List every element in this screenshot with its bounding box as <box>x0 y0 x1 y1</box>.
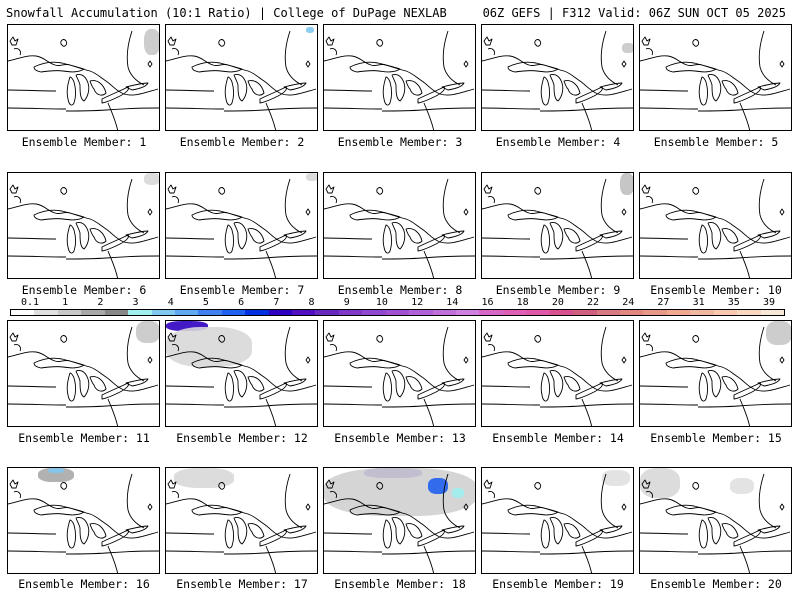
legend-tick-label: 5 <box>202 297 209 308</box>
ensemble-member-label: Ensemble Member: 6 <box>21 283 147 297</box>
legend-tick-label: 3 <box>132 297 139 308</box>
legend-color-swatch <box>221 310 246 315</box>
legend-color-swatch <box>128 310 152 315</box>
legend-color-swatch <box>456 310 480 315</box>
ensemble-member-label: Ensemble Member: 10 <box>650 283 782 297</box>
legend-color-swatch <box>174 310 199 315</box>
ensemble-member-map <box>323 172 476 279</box>
ensemble-member-map <box>165 24 318 131</box>
legend-tick-label: 18 <box>516 297 529 308</box>
legend-tick-label: 8 <box>308 297 315 308</box>
ensemble-member-label: Ensemble Member: 1 <box>21 135 147 149</box>
legend-color-swatch <box>690 310 714 315</box>
ensemble-member-label: Ensemble Member: 8 <box>337 283 463 297</box>
ensemble-member-label: Ensemble Member: 14 <box>492 431 624 445</box>
legend-color-swatch <box>573 310 597 315</box>
legend-color-swatch <box>315 310 339 315</box>
legend-color-swatch <box>245 310 269 315</box>
legend-color-swatch <box>760 310 784 315</box>
legend-tick-label: 27 <box>657 297 670 308</box>
legend-tick-label: 4 <box>167 297 174 308</box>
legend-color-swatch <box>362 310 386 315</box>
ensemble-member-label: Ensemble Member: 5 <box>653 135 779 149</box>
ensemble-member-label: Ensemble Member: 13 <box>334 431 466 445</box>
ensemble-member-map <box>165 320 318 427</box>
ensemble-member-label: Ensemble Member: 11 <box>18 431 150 445</box>
ensemble-member-map <box>7 320 160 427</box>
ensemble-member-map <box>7 24 160 131</box>
legend-color-swatch <box>502 310 527 315</box>
legend-tick-label: 1 <box>62 297 69 308</box>
ensemble-member-label: Ensemble Member: 2 <box>179 135 305 149</box>
legend-color-swatch <box>666 310 691 315</box>
legend-color-swatch <box>713 310 738 315</box>
legend-color-swatch <box>549 310 574 315</box>
legend-color-swatch <box>619 310 644 315</box>
legend-tick-label: 10 <box>375 297 388 308</box>
legend-tick-label: 2 <box>97 297 104 308</box>
ensemble-member-map <box>7 467 160 574</box>
legend-color-swatch <box>479 310 503 315</box>
ensemble-member-map <box>639 24 792 131</box>
legend-color-swatch <box>338 310 363 315</box>
legend-tick-label: 0.1 <box>20 297 40 308</box>
legend-color-swatch <box>596 310 620 315</box>
run-valid-time: 06Z GEFS | F312 Valid: 06Z SUN OCT 05 20… <box>482 6 786 20</box>
legend-color-swatch <box>526 310 550 315</box>
ensemble-member-map <box>481 172 634 279</box>
legend-tick-label: 35 <box>727 297 740 308</box>
ensemble-member-label: Ensemble Member: 4 <box>495 135 621 149</box>
ensemble-member-label: Ensemble Member: 12 <box>176 431 308 445</box>
legend-color-swatch <box>11 310 35 315</box>
ensemble-member-label: Ensemble Member: 20 <box>650 577 782 591</box>
legend-tick-label: 16 <box>481 297 494 308</box>
legend-color-swatch <box>385 310 410 315</box>
ensemble-member-label: Ensemble Member: 16 <box>18 577 150 591</box>
ensemble-member-label: Ensemble Member: 7 <box>179 283 305 297</box>
ensemble-member-label: Ensemble Member: 9 <box>495 283 621 297</box>
ensemble-member-map <box>323 320 476 427</box>
legend-tick-label: 20 <box>551 297 564 308</box>
ensemble-member-label: Ensemble Member: 17 <box>176 577 308 591</box>
legend-color-swatch <box>643 310 667 315</box>
ensemble-member-map <box>7 172 160 279</box>
legend-tick-label: 7 <box>273 297 280 308</box>
ensemble-member-map <box>323 24 476 131</box>
legend-color-swatch <box>34 310 58 315</box>
ensemble-member-map <box>481 467 634 574</box>
ensemble-member-map <box>323 467 476 574</box>
legend-color-swatch <box>104 310 129 315</box>
legend-color-swatch <box>409 310 433 315</box>
legend-tick-label: 14 <box>446 297 459 308</box>
ensemble-member-label: Ensemble Member: 3 <box>337 135 463 149</box>
ensemble-member-label: Ensemble Member: 18 <box>334 577 466 591</box>
legend-tick-label: 24 <box>622 297 635 308</box>
chart-title: Snowfall Accumulation (10:1 Ratio) | Col… <box>6 6 447 20</box>
ensemble-member-map <box>165 467 318 574</box>
ensemble-member-map <box>639 467 792 574</box>
legend-color-swatch <box>198 310 222 315</box>
ensemble-member-label: Ensemble Member: 19 <box>492 577 624 591</box>
ensemble-member-map <box>639 172 792 279</box>
legend-color-swatch <box>268 310 293 315</box>
legend-tick-label: 12 <box>411 297 424 308</box>
legend-color-swatch <box>737 310 761 315</box>
legend-color-swatch <box>57 310 82 315</box>
legend-tick-label: 6 <box>238 297 245 308</box>
ensemble-member-map <box>481 320 634 427</box>
legend-color-swatch <box>292 310 316 315</box>
legend-color-swatch <box>432 310 457 315</box>
ensemble-member-map <box>481 24 634 131</box>
legend-color-swatch <box>151 310 175 315</box>
snowfall-color-scale <box>10 309 785 316</box>
legend-tick-label: 31 <box>692 297 705 308</box>
ensemble-member-map <box>165 172 318 279</box>
legend-tick-label: 22 <box>587 297 600 308</box>
ensemble-member-map <box>639 320 792 427</box>
legend-tick-label: 9 <box>343 297 350 308</box>
legend-color-swatch <box>81 310 105 315</box>
legend-tick-label: 39 <box>762 297 776 308</box>
ensemble-member-label: Ensemble Member: 15 <box>650 431 782 445</box>
